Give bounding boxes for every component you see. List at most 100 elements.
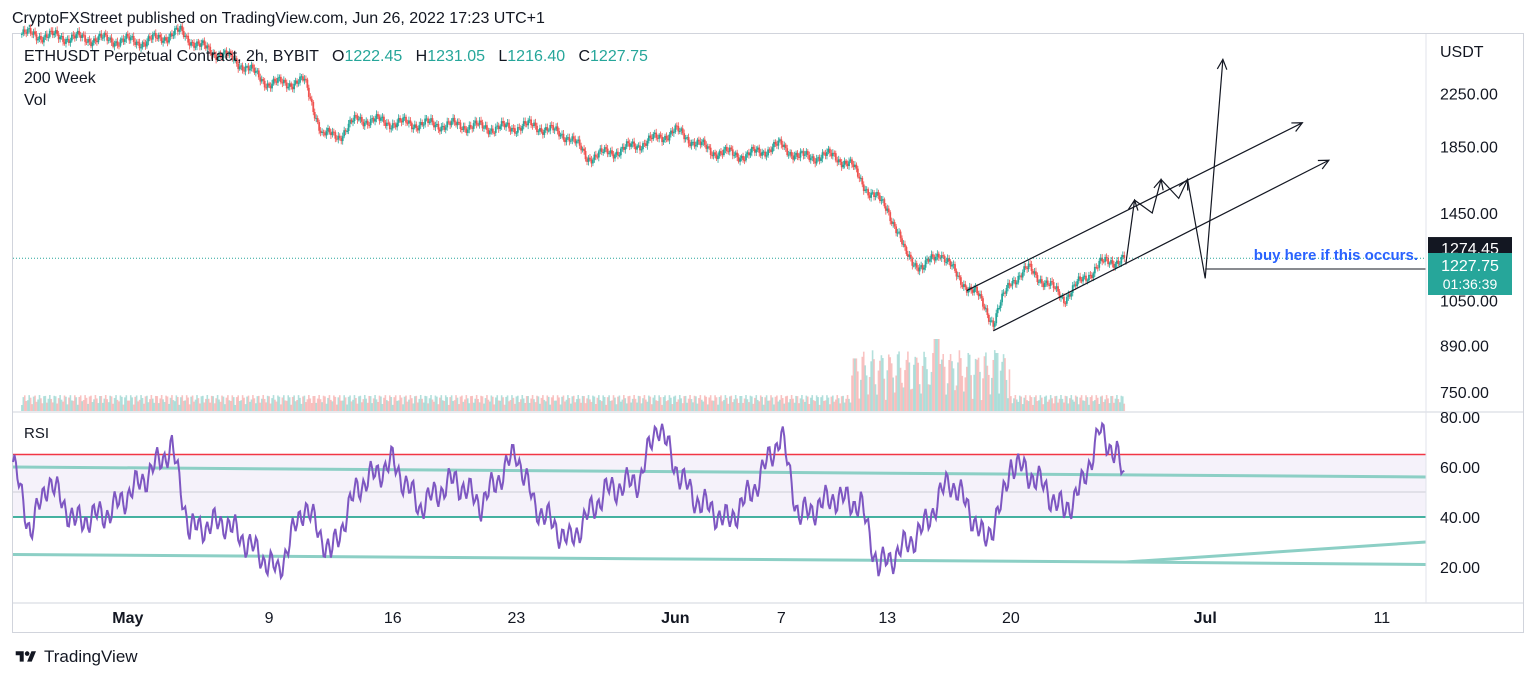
volume-bar bbox=[833, 401, 836, 411]
legend-indicator-200-week[interactable]: 200 Week bbox=[24, 70, 96, 87]
candle-body bbox=[113, 43, 116, 47]
volume-bar bbox=[837, 398, 840, 411]
candle-body bbox=[525, 123, 528, 126]
candle-body bbox=[1088, 274, 1090, 281]
candle-body bbox=[490, 128, 493, 131]
candle-body bbox=[781, 144, 784, 148]
volume-bar bbox=[527, 396, 529, 411]
volume-bar bbox=[428, 398, 431, 411]
candle-body bbox=[29, 28, 32, 34]
volume-bar bbox=[487, 399, 490, 411]
candle-body bbox=[293, 83, 296, 90]
volume-bar bbox=[427, 403, 429, 411]
volume-bar bbox=[1086, 397, 1089, 411]
volume-bar bbox=[658, 395, 660, 411]
volume-bar bbox=[762, 404, 765, 411]
volume-bar bbox=[842, 395, 844, 411]
volume-bar bbox=[1041, 397, 1043, 411]
candle-body bbox=[418, 125, 421, 131]
volume-bar bbox=[511, 395, 513, 411]
volume-bar bbox=[104, 395, 107, 411]
volume-bar bbox=[318, 395, 320, 411]
volume-bar bbox=[812, 400, 815, 411]
candle-body bbox=[705, 144, 708, 149]
rsi-label[interactable]: RSI bbox=[24, 425, 50, 442]
candle-body bbox=[216, 57, 219, 60]
volume-bar bbox=[1094, 400, 1096, 411]
volume-bar bbox=[1063, 402, 1065, 411]
volume-bar bbox=[790, 395, 793, 411]
volume-bar bbox=[807, 396, 809, 411]
volume-bar bbox=[494, 397, 497, 411]
volume-bar bbox=[834, 399, 837, 411]
candle-body bbox=[107, 39, 110, 41]
candle-body bbox=[929, 259, 931, 262]
legend-indicator-vol[interactable]: Vol bbox=[24, 92, 47, 109]
volume-bar bbox=[639, 396, 641, 411]
candle-body bbox=[518, 127, 521, 129]
volume-bar bbox=[948, 360, 950, 411]
candle-body bbox=[22, 29, 25, 34]
candle-body bbox=[924, 260, 927, 268]
candle-body bbox=[356, 115, 359, 120]
candle-body bbox=[674, 125, 677, 132]
candle-body bbox=[1039, 279, 1042, 282]
candle-body bbox=[430, 118, 432, 122]
volume-bar bbox=[703, 395, 706, 411]
candle-body bbox=[806, 151, 809, 156]
candle-body bbox=[257, 70, 260, 78]
volume-bar bbox=[250, 399, 253, 411]
volume-bar bbox=[415, 395, 418, 411]
candle-body bbox=[190, 41, 192, 46]
volume-bar bbox=[625, 403, 628, 411]
volume-bar bbox=[640, 403, 643, 411]
candle-body bbox=[923, 267, 925, 270]
candle-body bbox=[47, 36, 50, 38]
volume-bar bbox=[608, 395, 610, 411]
candle-body bbox=[100, 33, 103, 38]
candle-body bbox=[814, 161, 817, 164]
volume-bar bbox=[933, 339, 936, 411]
candle-body bbox=[980, 294, 983, 299]
candle-body bbox=[1001, 293, 1003, 303]
candle-body bbox=[646, 140, 649, 146]
publisher-header: CryptoFXStreet published on TradingView.… bbox=[12, 10, 545, 27]
volume-bar bbox=[474, 398, 476, 411]
volume-bar bbox=[1010, 396, 1012, 411]
candle-body bbox=[708, 146, 711, 148]
candle-body bbox=[1073, 284, 1076, 286]
volume-bar bbox=[656, 400, 659, 411]
volume-bar bbox=[979, 371, 981, 411]
price-pane: buy here if this occurs. bbox=[13, 22, 1426, 411]
volume-bar bbox=[1110, 396, 1112, 411]
candle-body bbox=[378, 116, 381, 121]
volume-bar bbox=[1061, 398, 1064, 411]
candle-body bbox=[1015, 282, 1018, 285]
candle-body bbox=[619, 148, 622, 156]
time-tick-label: 13 bbox=[878, 610, 896, 627]
candle-body bbox=[748, 152, 750, 156]
rsi-tick-label: 80.00 bbox=[1440, 410, 1480, 427]
candle-body bbox=[204, 45, 207, 49]
volume-bar bbox=[818, 404, 821, 411]
candle-body bbox=[584, 150, 587, 160]
volume-bar bbox=[324, 396, 326, 411]
candle-body bbox=[506, 122, 509, 125]
volume-bar bbox=[207, 398, 210, 411]
volume-bar bbox=[681, 403, 684, 411]
volume-bar bbox=[310, 403, 313, 411]
candle-body bbox=[207, 45, 210, 47]
volume-bar bbox=[642, 398, 644, 411]
candle-body bbox=[724, 146, 727, 150]
volume-bar bbox=[244, 404, 247, 411]
volume-bar bbox=[765, 395, 768, 411]
volume-bar bbox=[814, 401, 816, 411]
volume-bar bbox=[661, 404, 663, 411]
candle-body bbox=[887, 208, 890, 213]
volume-bar bbox=[932, 353, 934, 411]
tradingview-logo[interactable]: TradingView bbox=[14, 647, 138, 667]
candle-body bbox=[1111, 260, 1114, 264]
volume-bar bbox=[1102, 401, 1105, 411]
candle-body bbox=[438, 129, 441, 132]
